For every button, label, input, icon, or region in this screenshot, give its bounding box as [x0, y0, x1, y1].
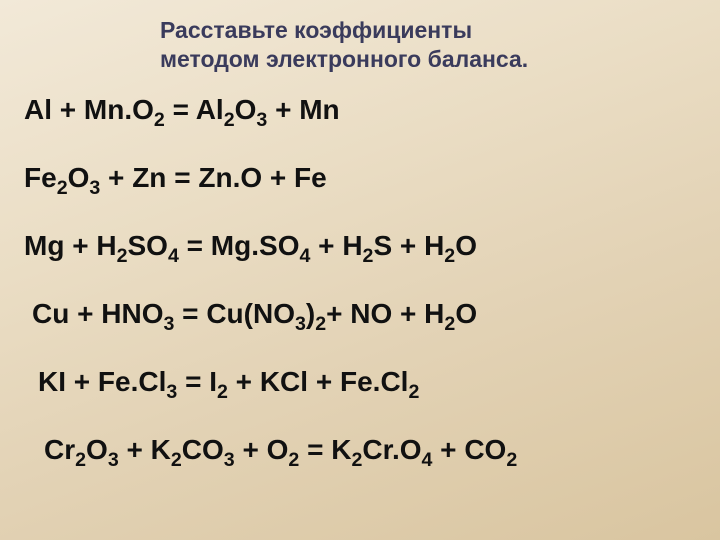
equation-6: Cr2O3 + K2CO3 + O2 = K2Cr.O4 + CO2 — [44, 436, 704, 464]
subscript: 2 — [288, 449, 299, 471]
subscript: 2 — [408, 381, 419, 403]
subscript: 2 — [506, 449, 517, 471]
subscript: 4 — [168, 245, 179, 267]
subscript: 3 — [295, 313, 306, 335]
subscript: 2 — [217, 381, 228, 403]
subscript: 2 — [154, 109, 165, 131]
slide-title: Расставьте коэффициенты методом электрон… — [160, 16, 660, 74]
subscript: 3 — [89, 177, 100, 199]
subscript: 2 — [224, 109, 235, 131]
subscript: 3 — [224, 449, 235, 471]
equation-2: Fe2O3 + Zn = Zn.O + Fe — [24, 164, 704, 192]
title-line-2: методом электронного баланса. — [160, 46, 528, 72]
subscript: 2 — [315, 313, 326, 335]
subscript: 2 — [444, 245, 455, 267]
subscript: 2 — [363, 245, 374, 267]
subscript: 3 — [166, 381, 177, 403]
title-line-1: Расставьте коэффициенты — [160, 17, 472, 43]
equation-4: Cu + HNO3 = Cu(NO3)2+ NO + H2O — [32, 300, 704, 328]
equations-container: Al + Mn.O2 = Al2O3 + Mn Fe2O3 + Zn = Zn.… — [24, 96, 704, 504]
subscript: 2 — [75, 449, 86, 471]
equation-3: Mg + H2SO4 = Mg.SO4 + H2S + H2O — [24, 232, 704, 260]
subscript: 2 — [171, 449, 182, 471]
equation-5: KI + Fe.Cl3 = I2 + KCl + Fe.Cl2 — [38, 368, 704, 396]
subscript: 2 — [351, 449, 362, 471]
subscript: 2 — [117, 245, 128, 267]
subscript: 3 — [163, 313, 174, 335]
subscript: 4 — [422, 449, 433, 471]
equation-1: Al + Mn.O2 = Al2O3 + Mn — [24, 96, 704, 124]
subscript: 2 — [444, 313, 455, 335]
subscript: 3 — [256, 109, 267, 131]
subscript: 3 — [108, 449, 119, 471]
subscript: 4 — [299, 245, 310, 267]
subscript: 2 — [57, 177, 68, 199]
